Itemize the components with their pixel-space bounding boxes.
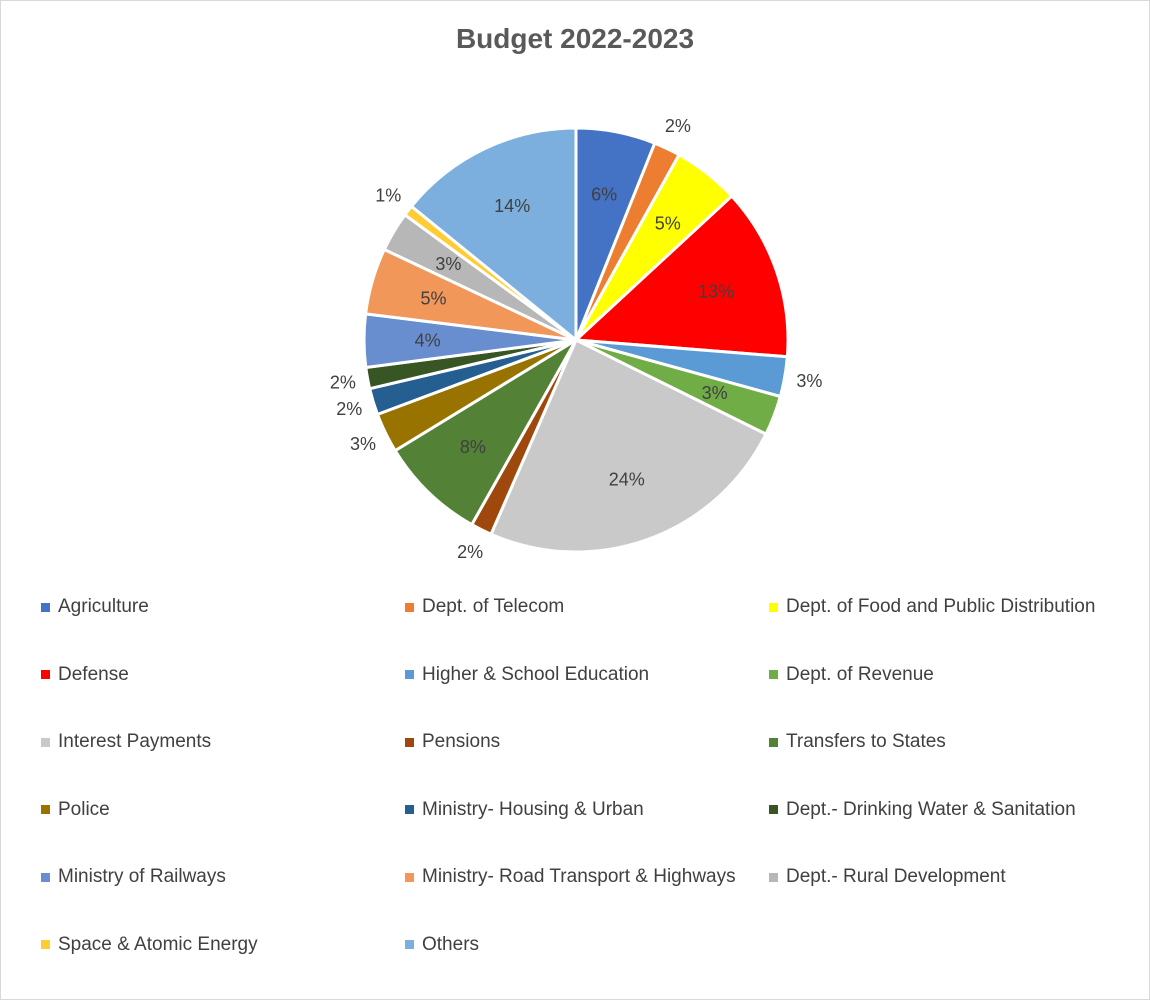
data-label-transfers-to-states: 8%	[460, 437, 486, 457]
legend-item-space-atomic-energy: Space & Atomic Energy	[41, 927, 405, 963]
legend-item-dept-drinking-water-sanitation: Dept.- Drinking Water & Sanitation	[769, 792, 1141, 828]
legend-swatch	[41, 737, 50, 747]
legend-item-ministry-housing-urban: Ministry- Housing & Urban	[405, 792, 769, 828]
legend-item-dept-of-revenue: Dept. of Revenue	[769, 657, 1141, 693]
legend-label: Dept.- Drinking Water & Sanitation	[786, 798, 1076, 820]
legend: Agriculture Dept. of Telecom Dept. of Food…	[41, 589, 1141, 995]
data-label-police: 3%	[350, 434, 376, 454]
chart-title: Budget 2022-2023	[455, 23, 695, 54]
data-label-dept-drinking-water-sanitation: 2%	[330, 373, 356, 393]
data-label-dept-of-revenue: 3%	[702, 383, 728, 403]
legend-label: Dept. of Food and Public Distribution	[786, 596, 1096, 617]
data-label-dept-of-telecom: 2%	[665, 116, 691, 136]
legend-item-dept-of-food-and-public-distribution: Dept. of Food and Public Distribution	[769, 589, 1141, 625]
legend-swatch	[405, 805, 414, 815]
legend-swatch	[41, 872, 50, 882]
pie-slice-others	[409, 126, 578, 342]
data-label-ministry-of-railways: 4%	[415, 331, 441, 351]
legend-label: Defense	[58, 663, 129, 685]
legend-item-ministry-road-transport-highways: Ministry- Road Transport & Highways	[405, 859, 769, 895]
legend-swatch	[41, 602, 50, 612]
legend-item-higher-school-education: Higher & School Education	[405, 657, 769, 693]
legend-item-transfers-to-states: Transfers to States	[769, 724, 1141, 760]
data-label-interest-payments: 24%	[609, 470, 645, 490]
legend-swatch	[41, 805, 50, 815]
legend-swatch	[769, 602, 778, 612]
legend-label: Interest Payments	[58, 731, 212, 753]
legend-swatch	[405, 602, 414, 612]
legend-swatch	[769, 670, 778, 680]
data-label-defense: 13%	[698, 282, 734, 302]
data-label-ministry-road-transport-highways: 5%	[420, 289, 446, 309]
legend-swatch	[769, 872, 778, 882]
legend-label: Pensions	[422, 731, 501, 753]
legend-label: Dept. of Revenue	[786, 663, 934, 685]
legend-label: Police	[58, 798, 110, 820]
data-label-dept-of-food-and-public-distribution: 5%	[655, 213, 681, 233]
legend-label: Others	[422, 933, 480, 955]
legend-label: Space & Atomic Energy	[58, 933, 258, 955]
legend-label: Dept. of Telecom	[422, 596, 565, 617]
data-label-space-atomic-energy: 1%	[375, 185, 401, 205]
legend-swatch	[405, 670, 414, 680]
legend-swatch	[405, 737, 414, 747]
legend-item-ministry-of-railways: Ministry of Railways	[41, 859, 405, 895]
data-label-pensions: 2%	[457, 542, 483, 562]
legend-item-interest-payments: Interest Payments	[41, 724, 405, 760]
pie-slice-defense	[574, 194, 790, 359]
legend-swatch	[769, 737, 778, 747]
legend-item-dept-rural-development: Dept.- Rural Development	[769, 859, 1141, 895]
legend-item-others: Others	[405, 927, 769, 963]
pie-chart: 6% 2% 5% 13% 3% 3% 24% 2% 8% 3% 2% 2% 4% 5% 3% 1% 14%	[330, 116, 823, 562]
legend-swatch	[41, 940, 50, 950]
legend-swatch	[769, 805, 778, 815]
legend-label: Ministry- Housing & Urban	[422, 798, 644, 820]
legend-item-dept-of-telecom: Dept. of Telecom	[405, 589, 769, 625]
data-label-dept-rural-development: 3%	[435, 254, 461, 274]
data-label-ministry-housing-urban: 2%	[336, 399, 362, 419]
legend-label: Higher & School Education	[422, 663, 650, 685]
legend-label: Transfers to States	[786, 731, 946, 753]
pie-slice-transfers-to-states	[393, 338, 578, 527]
legend-label: Agriculture	[58, 596, 149, 617]
legend-item-police: Police	[41, 792, 405, 828]
pie-slice-interest-payments	[489, 338, 768, 554]
legend-swatch	[405, 872, 414, 882]
data-label-higher-school-education: 3%	[796, 371, 822, 391]
legend-item-pensions: Pensions	[405, 724, 769, 760]
legend-item-agriculture: Agriculture	[41, 589, 405, 625]
legend-swatch	[41, 670, 50, 680]
data-label-others: 14%	[494, 196, 530, 216]
legend-item-defense: Defense	[41, 657, 405, 693]
legend-label: Ministry of Railways	[58, 866, 226, 888]
legend-label: Dept.- Rural Development	[786, 866, 1006, 888]
legend-label: Ministry- Road Transport & Highways	[422, 866, 736, 888]
data-label-agriculture: 6%	[591, 184, 617, 204]
legend-swatch	[405, 940, 414, 950]
